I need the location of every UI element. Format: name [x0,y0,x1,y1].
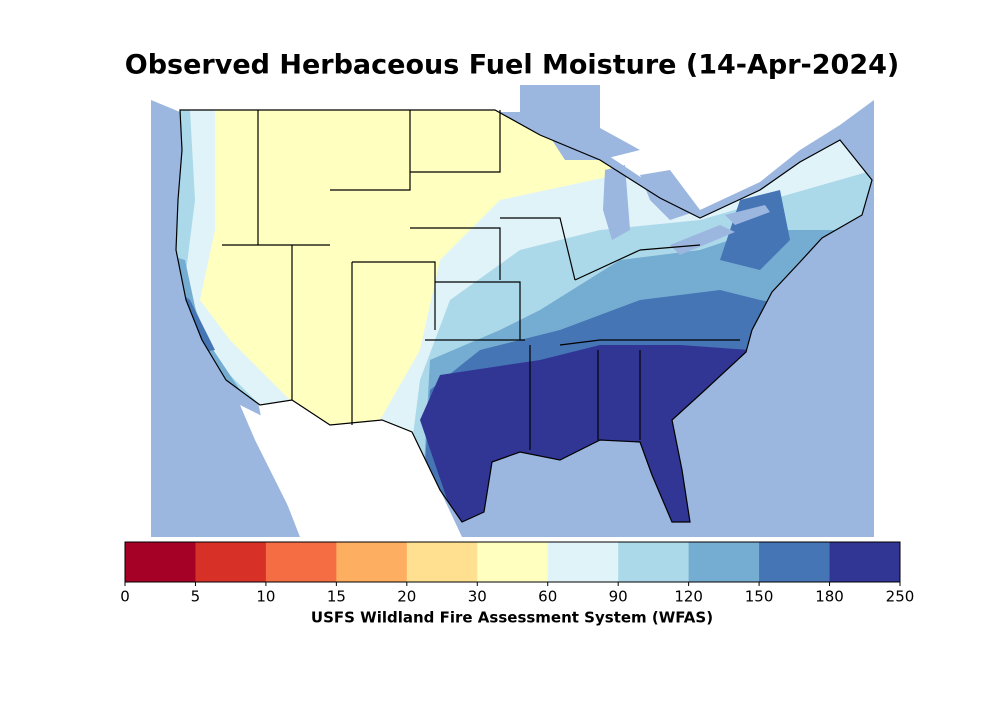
colorbar-tick-label: 120 [674,588,703,606]
mexico [258,400,462,537]
colorbar-segment [406,542,478,582]
colorbar-tick-label: 90 [609,588,628,606]
colorbar-segment [195,542,267,582]
colorbar-tick-label: 60 [538,588,557,606]
colorbar-tick-label: 150 [745,588,774,606]
colorbar-tick-label: 30 [468,588,487,606]
colorbar-tick-label: 20 [397,588,416,606]
colorbar-tick-label: 5 [191,588,201,606]
colorbar-tick-label: 15 [327,588,346,606]
great-lakes [552,128,770,255]
colorbar-segment [618,542,690,582]
colorbar-frame [124,541,901,583]
colorbar-segment [336,542,408,582]
colorbar-segment [265,542,337,582]
colorbar-tick-label: 250 [886,588,915,606]
state-borders [175,109,873,523]
colorbar-segment [759,542,831,582]
map-title: Observed Herbaceous Fuel Moisture (14-Ap… [125,50,899,81]
colorbar-tick-label: 10 [256,588,275,606]
colorbar-label: USFS Wildland Fire Assessment System (WF… [311,609,713,627]
colorbar-segment [688,542,760,582]
colorbar-tick-label: 180 [815,588,844,606]
colorbar-segment [547,542,619,582]
colorbar-segment [829,542,901,582]
colorbar: 0 5 10 15 20 30 60 90 120 150 180 250 [120,541,915,606]
map [151,85,874,537]
canada [151,85,520,112]
colorbar-tick-label: 0 [120,588,130,606]
colorbar-segment [125,542,196,582]
colorbar-segment [477,542,549,582]
baja [240,405,300,510]
